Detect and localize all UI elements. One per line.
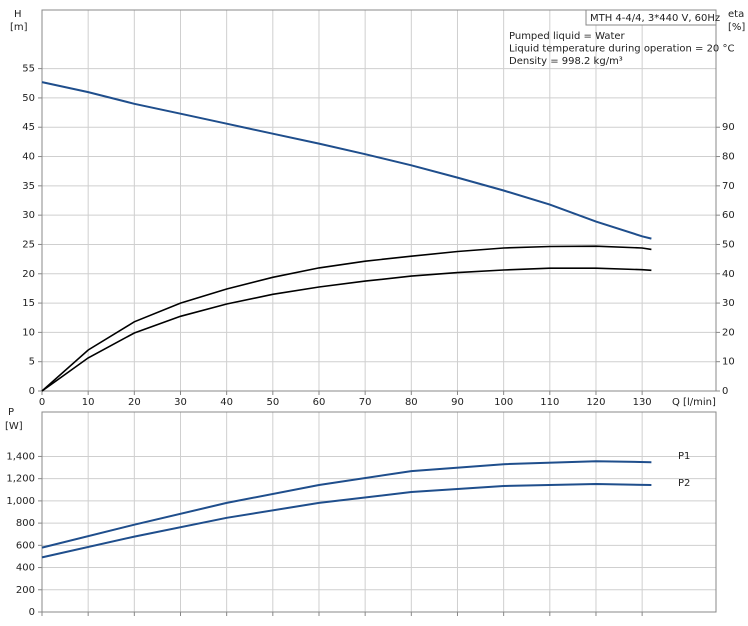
curve: [41, 81, 652, 240]
y-tick-label: 10: [22, 327, 35, 338]
x-tick-label: 120: [586, 397, 605, 408]
info-box: [585, 9, 717, 26]
y2-tick-label: 40: [722, 269, 735, 280]
y2-tick-label: 0: [722, 386, 728, 397]
x-axis-label: Q [l/min]: [672, 397, 716, 408]
y-tick-label: 1,000: [6, 496, 35, 507]
y-tick-label: 200: [16, 585, 35, 596]
y2-tick-label: 30: [722, 298, 735, 309]
y-tick-label: 45: [22, 122, 35, 133]
y-tick-label: 40: [22, 152, 35, 163]
y2-tick-label: 60: [722, 210, 735, 221]
curve: [41, 482, 652, 559]
y-tick-label: 1,400: [6, 451, 35, 462]
y-tick-label: 20: [22, 269, 35, 280]
x-tick-label: 30: [174, 397, 187, 408]
y-axis-unit: [W]: [5, 421, 23, 432]
x-tick-label: 100: [494, 397, 513, 408]
x-tick-label: 70: [359, 397, 372, 408]
curve: [41, 245, 652, 392]
plot-frame: [41, 9, 717, 392]
y2-tick-label: 70: [722, 181, 735, 192]
x-tick-label: 110: [540, 397, 559, 408]
y-axis-label: P: [8, 407, 14, 418]
y-tick-label: 1,200: [6, 474, 35, 485]
y2-tick-label: 80: [722, 152, 735, 163]
series-label: P2: [678, 478, 690, 489]
y-tick-label: 0: [29, 607, 35, 618]
y-tick-label: 30: [22, 210, 35, 221]
x-tick-label: 90: [451, 397, 464, 408]
y2-tick-label: 50: [722, 239, 735, 250]
y-tick-label: 600: [16, 540, 35, 551]
x-tick-label: 130: [633, 397, 652, 408]
x-tick-label: 0: [39, 397, 45, 408]
x-tick-label: 80: [405, 397, 418, 408]
y-tick-label: 0: [29, 386, 35, 397]
x-tick-label: 20: [128, 397, 141, 408]
y2-tick-label: 10: [722, 357, 735, 368]
chart-title: MTH 4-4/4, 3*440 V, 60Hz: [590, 13, 720, 24]
y-tick-label: 55: [22, 64, 35, 75]
x-tick-label: 40: [220, 397, 233, 408]
series-label: P1: [678, 451, 690, 462]
curve: [41, 267, 652, 392]
x-tick-label: 60: [313, 397, 326, 408]
y2-tick-label: 20: [722, 327, 735, 338]
y-tick-label: 400: [16, 563, 35, 574]
annotation: Pumped liquid = Water: [509, 31, 626, 42]
y-axis-unit: [m]: [10, 22, 28, 33]
plot-frame: [41, 411, 717, 613]
y2-axis-label: eta: [728, 9, 744, 20]
y-tick-label: 25: [22, 239, 35, 250]
y2-tick-label: 90: [722, 122, 735, 133]
x-tick-label: 50: [266, 397, 279, 408]
annotation: Liquid temperature during operation = 20…: [509, 44, 734, 55]
y-tick-label: 35: [22, 181, 35, 192]
y-tick-label: 800: [16, 518, 35, 529]
curve: [41, 460, 652, 549]
y-tick-label: 15: [22, 298, 35, 309]
y-axis-label: H: [14, 9, 22, 20]
x-tick-label: 10: [82, 397, 95, 408]
y-tick-label: 50: [22, 93, 35, 104]
y2-axis-unit: [%]: [728, 22, 745, 33]
annotation: Density = 998.2 kg/m³: [509, 56, 623, 67]
y-tick-label: 5: [29, 357, 35, 368]
